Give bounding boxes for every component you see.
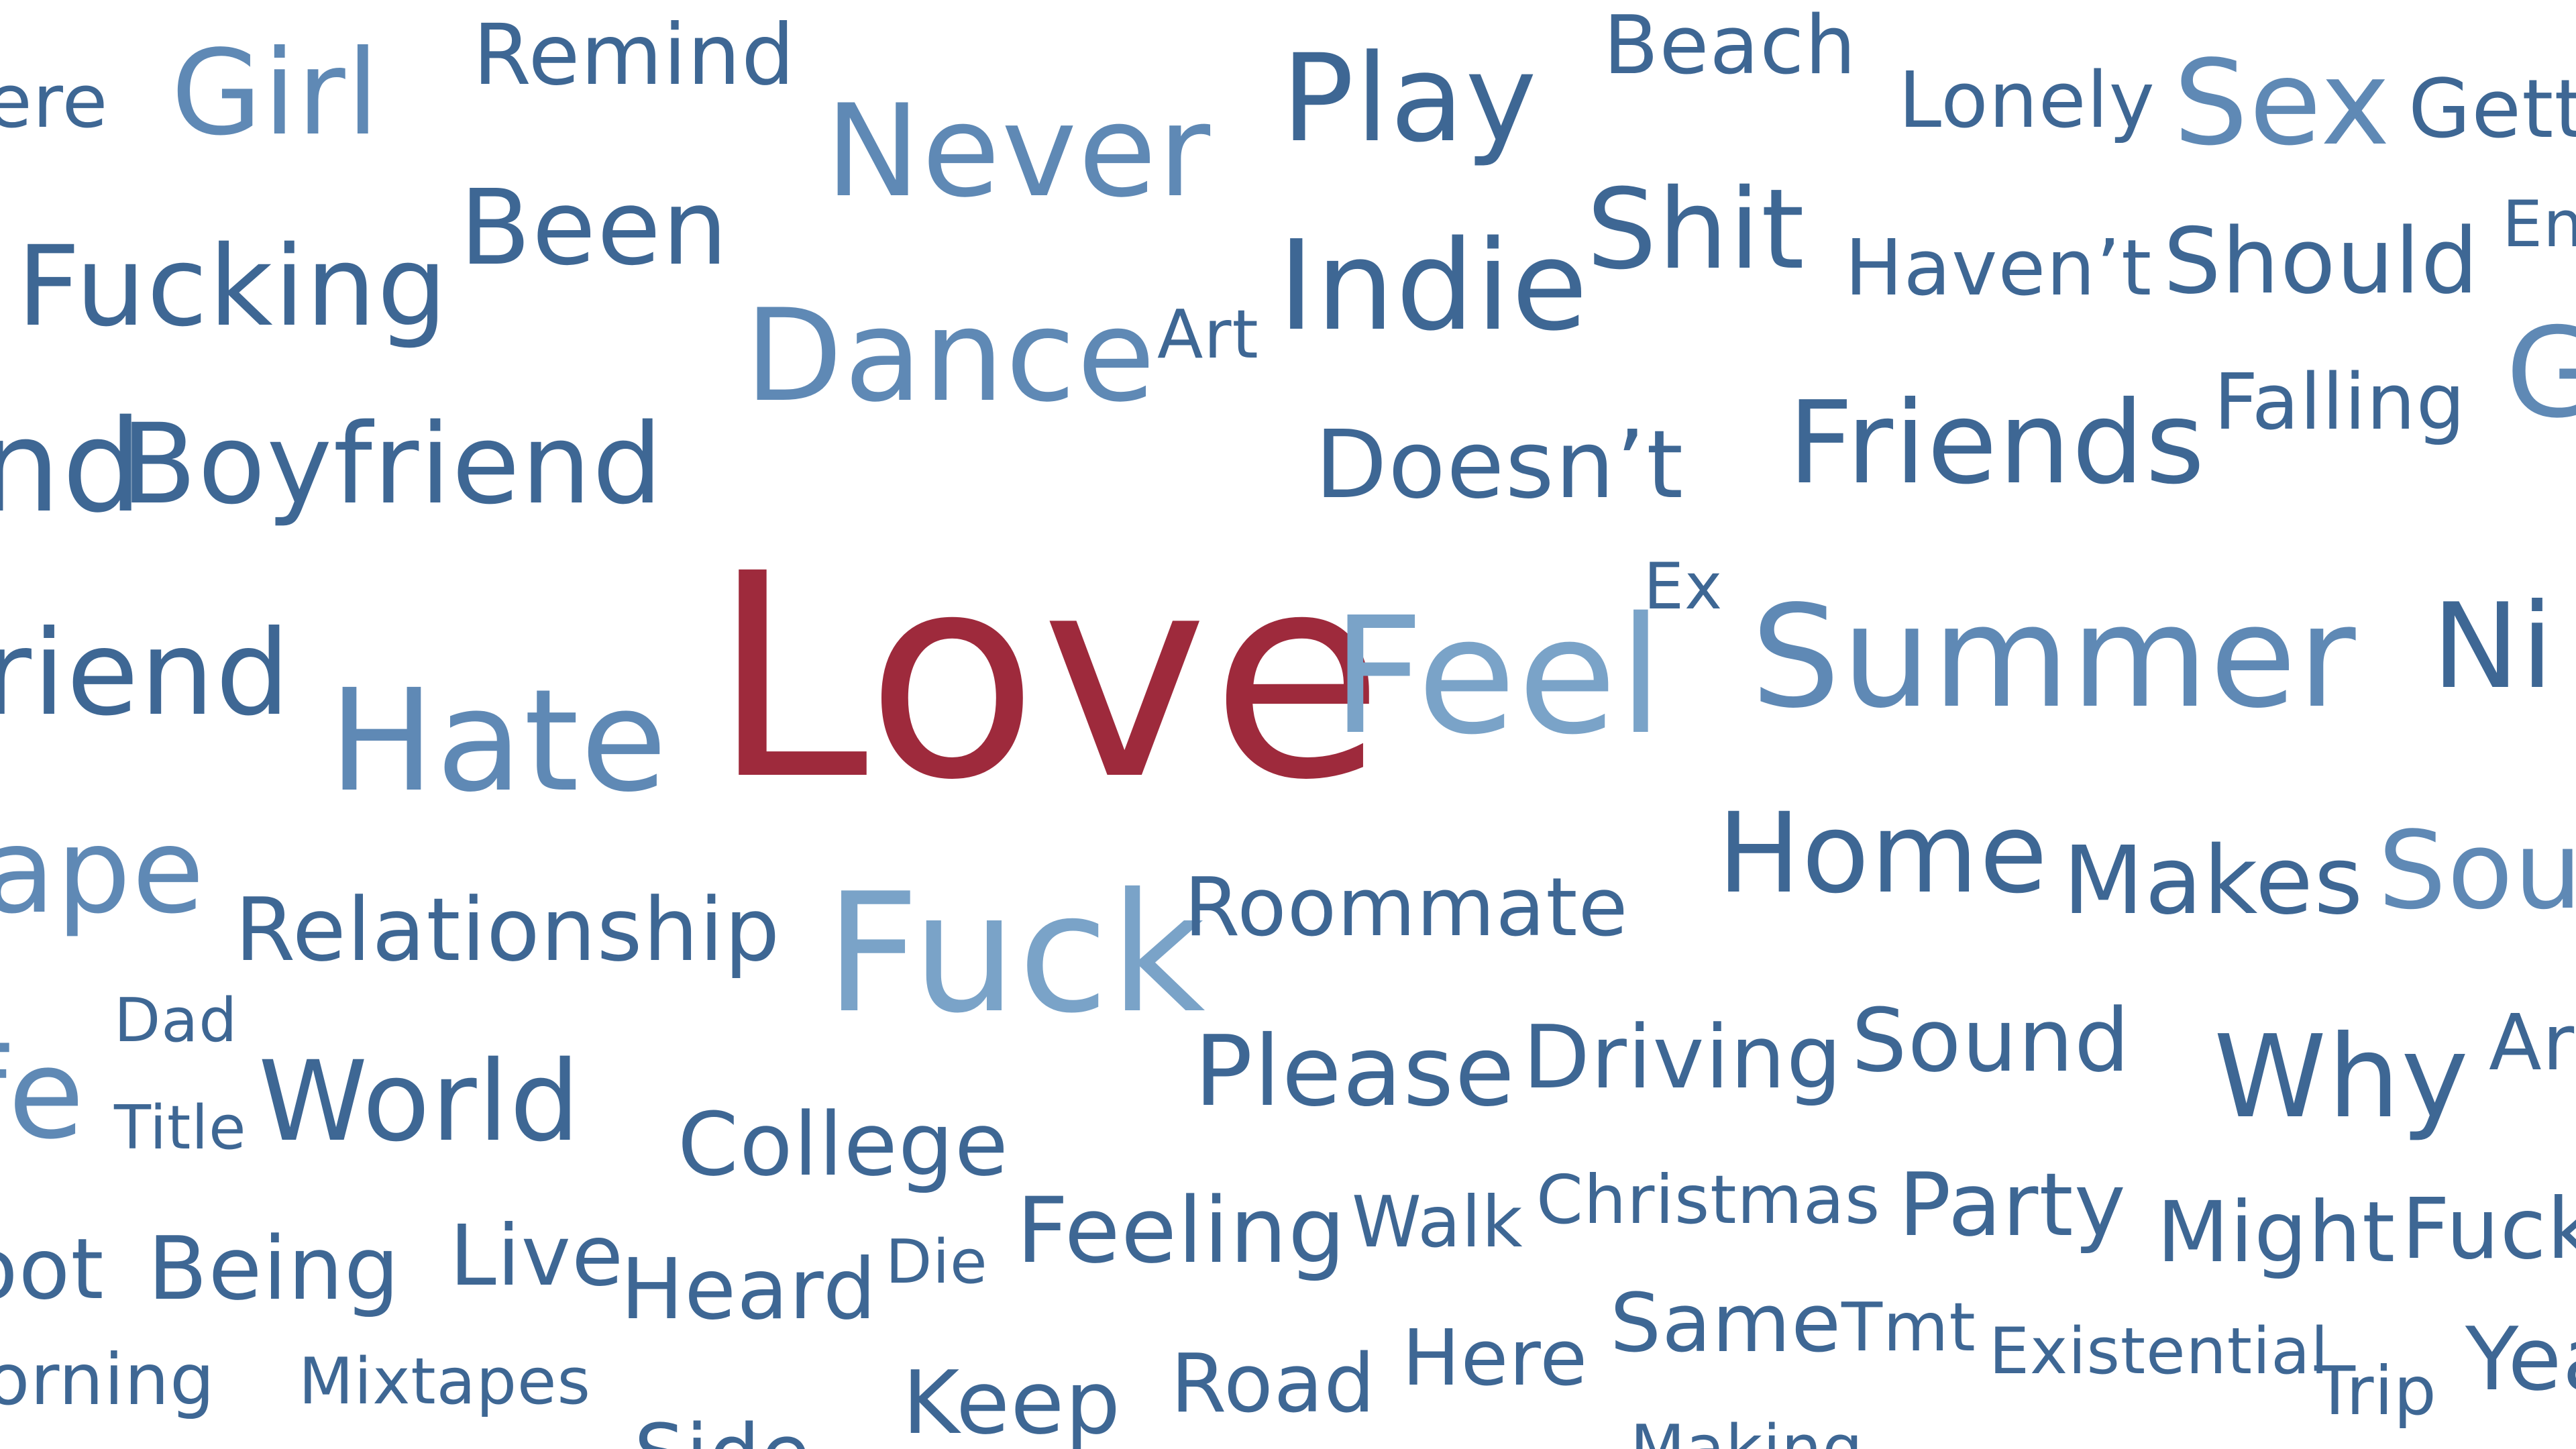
word-friends-13: Friends <box>1788 376 2206 510</box>
word-road-35: Road <box>1171 1337 1376 1431</box>
word-college-27: College <box>678 1093 1010 1196</box>
word-why-18: Why <box>2214 1010 2470 1144</box>
word-nd-60: nd <box>0 392 144 541</box>
word-fucking-15: Fucking <box>17 221 449 351</box>
word-doesn-t-19: Doesn’t <box>1315 410 1684 520</box>
word-summer-2: Summer <box>1751 575 2357 740</box>
word-dance-5: Dance <box>745 281 1157 430</box>
word-feel-1: Feel <box>1332 582 1665 770</box>
word-fe-65: fe <box>0 1022 86 1167</box>
word-live-32: Live <box>449 1208 625 1305</box>
word-ni-62: Ni <box>2432 579 2555 715</box>
word-sound-26: Sound <box>1851 989 2131 1092</box>
word-heard-33: Heard <box>621 1241 877 1338</box>
word-tmt-50: Tmt <box>1841 1288 1976 1366</box>
word-trip-52: Trip <box>2314 1352 2437 1430</box>
word-ex-44: Ex <box>1644 549 1723 624</box>
word-sou-64: Sou <box>2378 808 2576 934</box>
word-never-4: Never <box>825 76 1212 225</box>
word-fuck-67: Fuck <box>2402 1181 2576 1278</box>
word-home-12: Home <box>1717 788 2049 918</box>
word-makes-23: Makes <box>2063 826 2364 936</box>
word-christmas-49: Christmas <box>1536 1161 1881 1239</box>
word-existential-51: Existential <box>1989 1314 2329 1389</box>
word-ere-56: ere <box>0 58 109 145</box>
word-been-16: Been <box>460 167 729 289</box>
word-might-30: Might <box>2157 1184 2396 1281</box>
word-en-58: En <box>2502 187 2576 262</box>
word-falling-42: Falling <box>2214 357 2466 447</box>
word-roommate-22: Roommate <box>1184 861 1629 955</box>
word-same-37: Same <box>1610 1277 1842 1371</box>
word-party-29: Party <box>1898 1154 2127 1256</box>
word-love-0: Love <box>711 513 1387 842</box>
word-remind-38: Remind <box>473 7 796 104</box>
word-feeling-28: Feeling <box>1016 1178 1347 1284</box>
word-yea-70: Yea <box>2465 1308 2576 1411</box>
word-keep-34: Keep <box>902 1352 1122 1449</box>
word-being-31: Being <box>148 1218 400 1320</box>
word-indie-10: Indie <box>1278 213 1589 359</box>
word-shit-11: Shit <box>1587 164 1806 294</box>
word-should-20: Should <box>2163 209 2479 315</box>
word-girl-7: Girl <box>171 25 380 162</box>
word-dad-45: Dad <box>114 985 238 1056</box>
word-beach-39: Beach <box>1603 0 1857 93</box>
word-side-54: Side <box>634 1414 811 1449</box>
word-lonely-40: Lonely <box>1898 55 2155 146</box>
word-walk-48: Walk <box>1352 1181 1523 1264</box>
word-g-59: G <box>2506 301 2576 446</box>
word-oot-68: oot <box>0 1221 105 1318</box>
word-haven-t-41: Haven’t <box>1845 223 2153 313</box>
word-orning-69: orning <box>0 1339 215 1421</box>
word-title-46: Title <box>114 1092 247 1163</box>
word-sex-8: Sex <box>2174 36 2392 172</box>
word-die-47: Die <box>885 1226 988 1297</box>
word-world-17: World <box>258 1036 582 1166</box>
word-art-43: Art <box>1157 295 1259 374</box>
word-boyfriend-14: Boyfriend <box>121 399 664 529</box>
word-hate-6: Hate <box>329 659 669 824</box>
word-gett-57: Gett <box>2408 62 2576 156</box>
word-relationship-21: Relationship <box>235 879 781 981</box>
word-mixtapes-53: Mixtapes <box>299 1344 591 1419</box>
word-fuck-3: Fuck <box>825 857 1208 1049</box>
word-play-9: Play <box>1281 29 1538 170</box>
word-here-36: Here <box>1402 1313 1589 1403</box>
word-ar-66: Ar <box>2489 998 2575 1088</box>
word-making-55: Making <box>1630 1411 1864 1449</box>
word-please-24: Please <box>1194 1014 1516 1128</box>
word-driving-25: Driving <box>1523 1006 1843 1109</box>
word-riend-61: riend <box>0 606 291 742</box>
word-ape-63: ape <box>0 804 206 940</box>
